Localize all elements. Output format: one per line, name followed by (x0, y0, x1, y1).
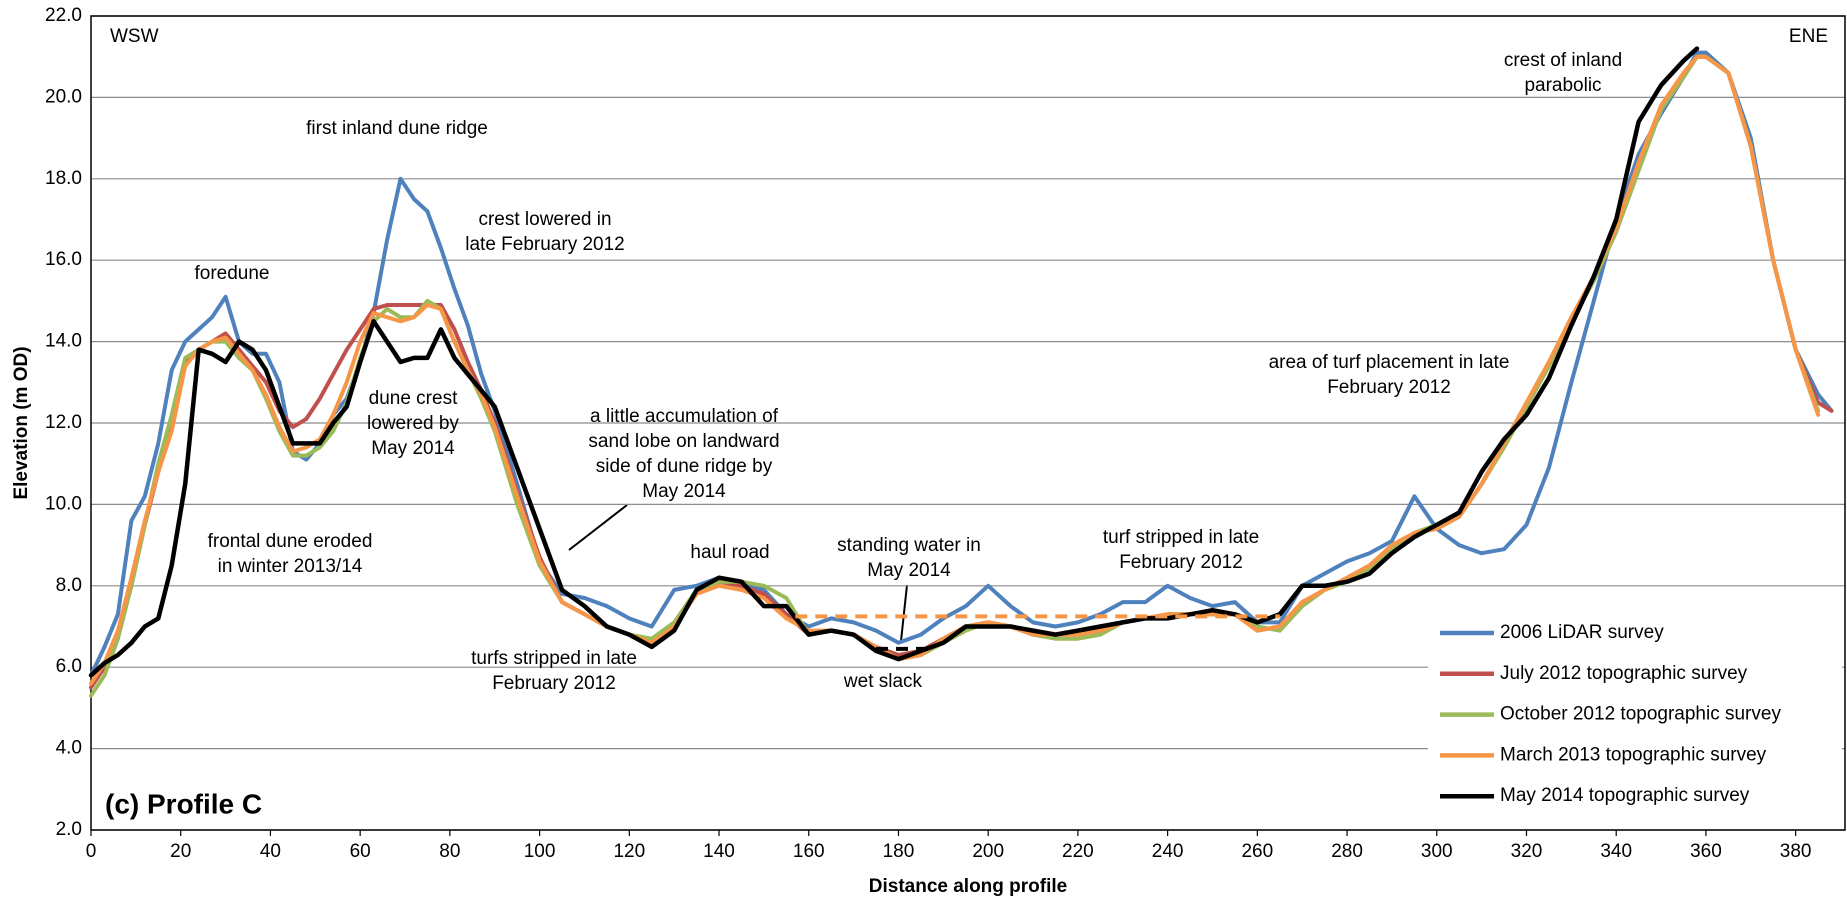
direction-label: WSW (110, 26, 159, 47)
x-tick-label: 380 (1780, 841, 1812, 862)
y-tick-label: 18.0 (45, 168, 82, 189)
annotation: crest lowered in (478, 209, 611, 230)
annotation: parabolic (1524, 75, 1601, 96)
annotation: lowered by (367, 413, 459, 434)
annotation: February 2012 (1327, 377, 1451, 398)
x-tick-label: 20 (170, 841, 191, 862)
x-tick-label: 280 (1331, 841, 1363, 862)
x-tick-label: 200 (972, 841, 1004, 862)
annotation: dune crest (369, 388, 458, 409)
annotation: turfs stripped in late (471, 648, 637, 669)
legend-label: July 2012 topographic survey (1500, 663, 1748, 684)
annotation: wet slack (843, 671, 923, 692)
y-tick-label: 14.0 (45, 331, 82, 352)
annotation: foredune (194, 263, 269, 284)
x-tick-label: 240 (1152, 841, 1184, 862)
annotation: February 2012 (1119, 552, 1243, 573)
y-tick-label: 22.0 (45, 5, 82, 26)
x-tick-label: 160 (793, 841, 825, 862)
y-tick-label: 4.0 (56, 738, 82, 759)
y-tick-label: 6.0 (56, 656, 82, 677)
legend-label: 2006 LiDAR survey (1500, 622, 1664, 643)
plot-frame (90, 15, 1846, 831)
legend-box (1428, 610, 1842, 816)
y-axis-label: Elevation (m OD) (11, 346, 32, 499)
x-tick-label: 320 (1511, 841, 1543, 862)
annotation: February 2012 (492, 673, 616, 694)
y-tick-label: 16.0 (45, 249, 82, 270)
annotation: standing water in (837, 535, 981, 556)
annotation: sand lobe on landward (588, 431, 779, 452)
x-tick-label: 40 (260, 841, 281, 862)
annotation: side of dune ridge by (596, 456, 773, 477)
y-tick-label: 12.0 (45, 412, 82, 433)
x-tick-label: 220 (1062, 841, 1094, 862)
x-tick-label: 80 (439, 841, 460, 862)
annotation: late February 2012 (465, 234, 625, 255)
annotation: frontal dune eroded (208, 531, 373, 552)
annotation: first inland dune ridge (306, 118, 488, 139)
annotation: turf stripped in late (1103, 527, 1259, 548)
annotation: a little accumulation of (590, 406, 779, 427)
x-tick-label: 260 (1241, 841, 1273, 862)
annotation: May 2014 (642, 481, 726, 502)
annotation: haul road (690, 542, 769, 563)
x-tick-label: 0 (86, 841, 97, 862)
y-tick-label: 20.0 (45, 86, 82, 107)
x-tick-label: 300 (1421, 841, 1453, 862)
panel-label: (c) Profile C (105, 788, 262, 819)
x-tick-label: 140 (703, 841, 735, 862)
leader-line (900, 584, 908, 642)
annotation: crest of inland (1504, 50, 1622, 71)
annotation: area of turf placement in late (1269, 352, 1510, 373)
legend-label: May 2014 topographic survey (1500, 785, 1750, 806)
series-line (88, 46, 1700, 678)
annotation: May 2014 (371, 438, 455, 459)
x-tick-label: 360 (1690, 841, 1722, 862)
x-tick-label: 120 (613, 841, 645, 862)
annotation: May 2014 (867, 560, 951, 581)
y-tick-label: 8.0 (56, 575, 82, 596)
legend-label: March 2013 topographic survey (1500, 744, 1767, 765)
direction-label: ENE (1789, 26, 1828, 47)
y-tick-label: 10.0 (45, 493, 82, 514)
x-tick-label: 100 (524, 841, 556, 862)
legend-label: October 2012 topographic survey (1500, 704, 1781, 725)
x-tick-label: 340 (1600, 841, 1632, 862)
leader-line (568, 504, 628, 551)
y-tick-label: 2.0 (56, 819, 82, 840)
x-tick-label: 180 (883, 841, 915, 862)
x-tick-label: 60 (350, 841, 371, 862)
x-axis-label: Distance along profile (869, 876, 1067, 897)
annotation: in winter 2013/14 (218, 556, 363, 577)
